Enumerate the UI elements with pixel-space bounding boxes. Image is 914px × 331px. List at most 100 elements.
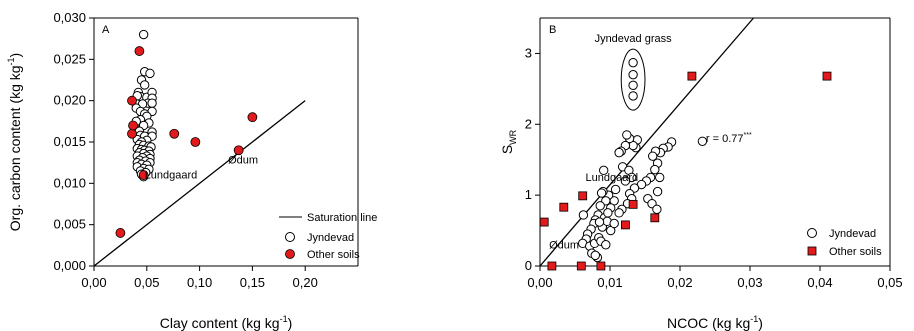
panel-a-x-axis-title: Clay content (kg kg-1) <box>160 314 293 331</box>
panel-b-other-soils-point <box>650 213 660 223</box>
correlation-label: r = 0.77*** <box>706 132 752 145</box>
panel-a-x-title-main: Clay content (kg kg <box>160 315 280 331</box>
panel-b-jyndevad-point <box>622 130 632 140</box>
panel-a-y-tick-label: 0,010 <box>53 175 86 190</box>
legend-jyndevad-marker <box>285 232 295 242</box>
panel-b-x-title-end: ) <box>758 315 763 331</box>
panel-a-other-soils-point <box>127 128 137 139</box>
saturation-line <box>93 100 306 267</box>
panel-b-x-tick-label: 0,05 <box>877 275 902 290</box>
panel-b-jyndevad-point <box>599 165 609 176</box>
panel-b-other-soils-point <box>621 220 630 230</box>
panel-b: B 0,00 0,01 0,02 0,03 0,04 0,05 0 1 2 3 Jyndevad … <box>499 17 903 331</box>
panel-b-x-tick-label: 0,00 <box>527 275 552 290</box>
panel-a-y-tick-label: 0,005 <box>53 217 86 232</box>
panel-b-other-soils-point <box>539 217 549 227</box>
panel-b-jyndevad-point <box>609 218 619 229</box>
panel-b-x-tick-label: 0,04 <box>807 275 832 290</box>
panel-b-y-title-main: S <box>499 145 515 154</box>
panel-a-other-soils-point <box>247 112 258 123</box>
panel-a-x-title-end: ) <box>288 315 293 331</box>
panel-a-other-soils-point <box>233 145 244 156</box>
panel-b-y-axis-title: SWR <box>499 129 518 154</box>
panel-b-y-tick-label: 1 <box>525 187 532 202</box>
panel-a-y-title-sup: -1 <box>6 57 16 65</box>
panel-a-y-tick-label: 0,015 <box>53 134 86 149</box>
panel-b-marks: Jyndevad grass Lundgaard Ødum r = 0.77*** <box>539 17 832 271</box>
panel-a-other-soils-point <box>128 120 138 131</box>
panel-b-jyndevad-point <box>628 69 638 80</box>
panel-b-other-soils-point <box>547 261 557 271</box>
legend-other-soils-marker <box>285 249 295 259</box>
panel-a-ticks: 0,00 0,05 0,10 0,15 0,20 0,000 0,005 0,010 0,015… <box>53 10 317 290</box>
panel-a-y-axis-title: Org. carbon content (kg kg-1) <box>6 53 23 231</box>
panel-b-jyndevad-point <box>610 184 621 195</box>
panel-a-marks: Lundgaard Ødum <box>93 29 306 267</box>
panel-a-jyndevad-point <box>145 68 155 79</box>
panel-a-y-title-main: Org. carbon content (kg kg <box>7 65 23 231</box>
panel-a-legend: Saturation line Jyndevad Other soils <box>279 212 377 261</box>
panel-b-jyndevad-point <box>594 217 605 227</box>
panel-b-y-tick-label: 2 <box>525 116 532 131</box>
panel-b-jyndevad-point <box>652 204 662 215</box>
panel-b-jyndevad-point <box>596 188 607 198</box>
panel-b-jyndevad-point <box>628 91 638 101</box>
panel-a-jyndevad-point <box>147 98 157 108</box>
panel-a-jyndevad-point <box>139 80 150 90</box>
panel-a-y-tick-label: 0,020 <box>53 93 86 108</box>
panel-a-jyndevad-point <box>138 29 149 40</box>
panel-a-other-soils-point <box>134 46 145 56</box>
panel-a-x-tick-label: 0,10 <box>187 275 212 290</box>
panel-b-jyndevad-point <box>648 151 658 161</box>
panel-b-jyndevad-point <box>578 210 589 220</box>
panel-a-x-title-sup: -1 <box>280 314 288 324</box>
panel-b-x-tick-label: 0,01 <box>597 275 622 290</box>
panel-a-x-tick-label: 0,00 <box>81 275 106 290</box>
panel-b-x-tick-label: 0,02 <box>667 275 692 290</box>
jyndevad-grass-ellipse <box>620 48 646 111</box>
panel-b-x-axis-title: NCOC (kg kg-1) <box>667 314 763 331</box>
panel-b-jyndevad-point <box>652 186 663 197</box>
panel-b-jyndevad-point <box>655 172 665 183</box>
legend-b-jyndevad-marker <box>807 228 817 238</box>
panel-b-other-soils-point <box>628 199 638 209</box>
legend-other-soils-label: Other soils <box>307 249 360 261</box>
panel-b-jyndevad-point <box>601 240 611 250</box>
panel-b-jyndevad-point <box>590 250 600 261</box>
panel-a-other-soils-point <box>138 170 149 180</box>
panel-a-other-soils-point <box>127 95 137 106</box>
panel-b-jyndevad-point <box>620 176 631 186</box>
panel-b-y-tick-label: 0 <box>525 258 532 273</box>
panel-b-annotation: Ødum <box>549 239 579 251</box>
panel-b-jyndevad-point <box>603 208 613 218</box>
panel-b-jyndevad-point <box>614 147 624 158</box>
panel-a: A 0,00 0,05 0,10 0,15 0,200,0000,0050,0100,0… <box>6 10 377 331</box>
jyndevad-grass-label: Jyndevad grass <box>595 33 673 45</box>
panel-b-annotation: Lundgaard <box>586 172 639 184</box>
panel-b-y-tick-label: 3 <box>525 45 532 60</box>
panel-b-label: B <box>549 24 556 36</box>
panel-a-other-soils-point <box>190 137 201 147</box>
legend-b-jyndevad-label: Jyndevad <box>829 228 876 240</box>
panel-a-annotation: Lundgaard <box>145 169 198 181</box>
panel-b-jyndevad-point <box>650 164 660 175</box>
panel-a-other-soils-point <box>115 228 126 238</box>
correlation-significance: *** <box>744 132 752 139</box>
panel-a-other-soils-point <box>169 128 180 139</box>
legend-b-other-soils-label: Other soils <box>829 246 882 258</box>
panel-b-other-soils-point <box>559 202 569 212</box>
panel-a-x-tick-label: 0,05 <box>134 275 159 290</box>
panel-b-y-title-sub: WR <box>508 129 518 144</box>
legend-jyndevad-label: Jyndevad <box>307 232 354 244</box>
panel-b-jyndevad-point <box>628 80 638 91</box>
panel-b-jyndevad-point <box>628 57 638 68</box>
panel-b-jyndevad-point <box>595 201 605 211</box>
panel-a-x-tick-label: 0,15 <box>240 275 265 290</box>
panel-b-legend: Jyndevad Other soils <box>807 228 882 258</box>
panel-a-y-title-end: ) <box>7 53 23 58</box>
panel-b-jyndevad-point <box>697 136 708 146</box>
panel-b-ticks: 0,00 0,01 0,02 0,03 0,04 0,05 0 1 2 3 <box>525 45 903 290</box>
panel-a-annotation: Ødum <box>228 154 258 166</box>
panel-a-label: A <box>102 24 110 36</box>
